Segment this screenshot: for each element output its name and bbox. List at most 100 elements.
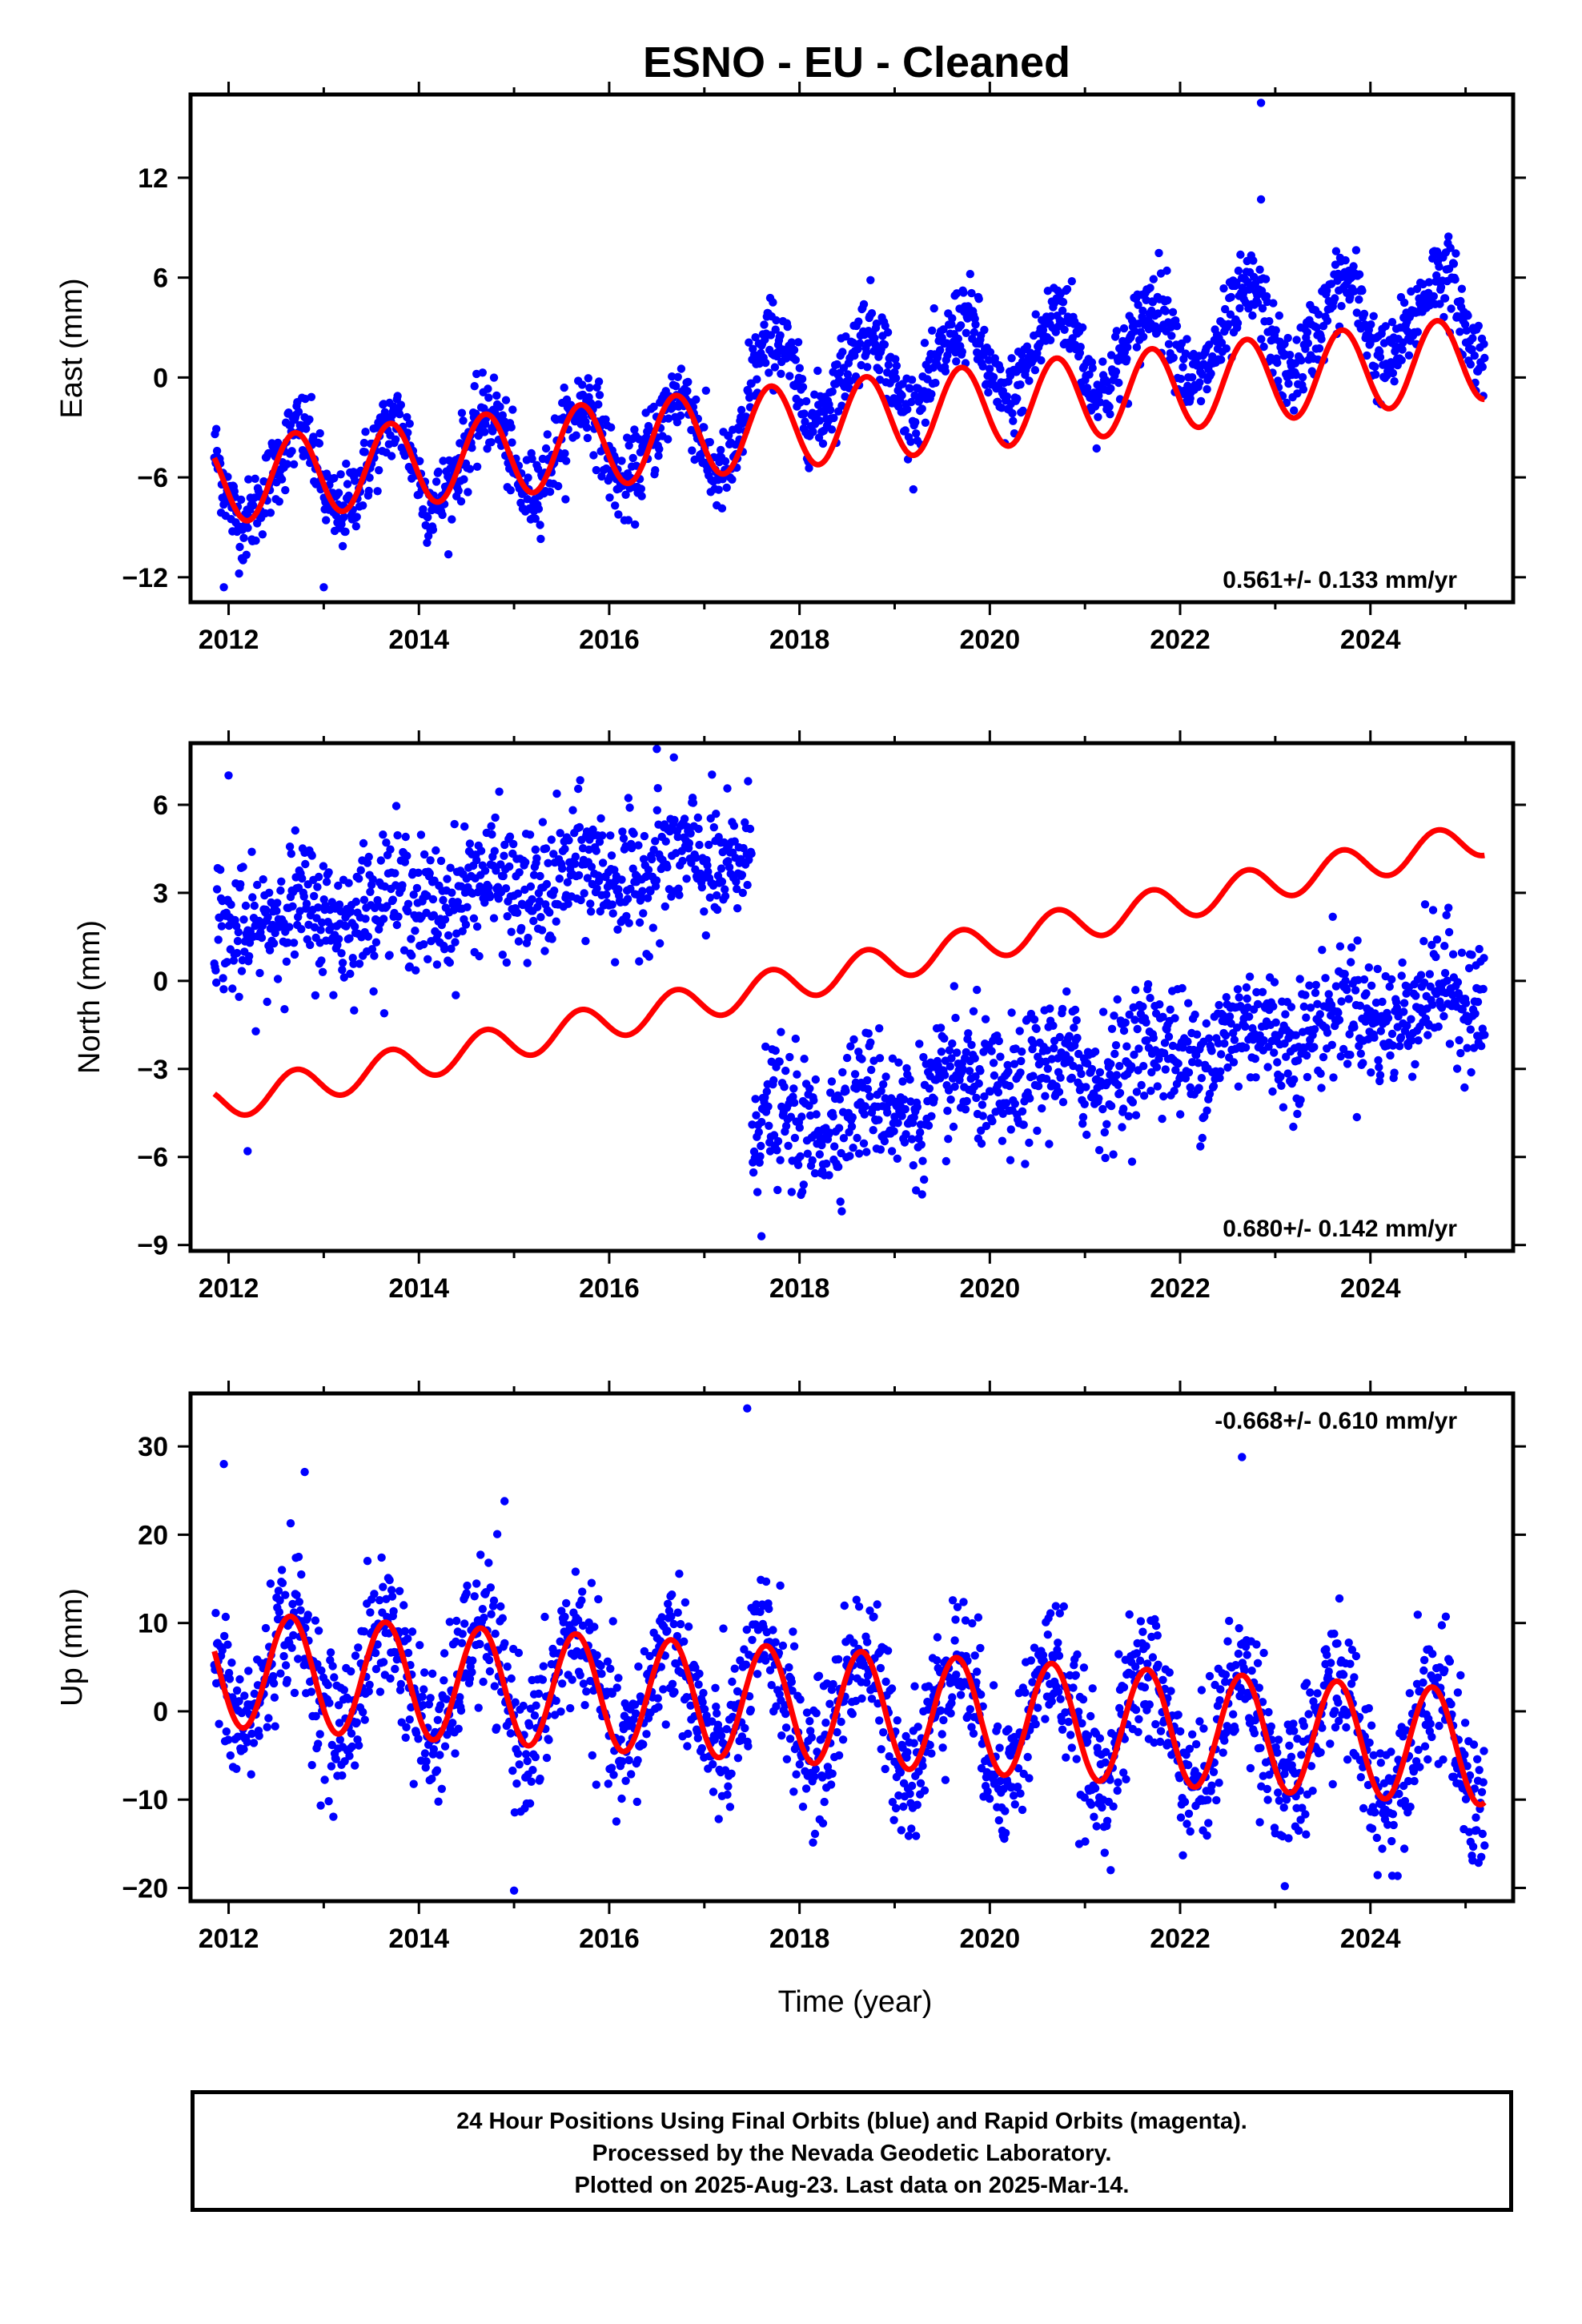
data-point	[944, 1135, 953, 1144]
data-point	[1479, 984, 1488, 994]
data-point	[1337, 997, 1346, 1006]
series-points	[210, 745, 1489, 1240]
data-point	[400, 858, 409, 866]
data-point	[618, 827, 627, 836]
data-point	[1234, 266, 1243, 275]
data-point	[529, 916, 538, 926]
data-point	[545, 908, 554, 917]
data-point	[289, 939, 299, 947]
data-point	[1351, 246, 1361, 255]
data-point	[1375, 1071, 1385, 1080]
data-point	[920, 1175, 929, 1184]
data-point	[314, 1739, 323, 1748]
x-tick-label: 2016	[579, 1273, 640, 1304]
data-point	[1015, 1027, 1024, 1035]
data-point	[796, 1695, 805, 1704]
data-point	[368, 875, 377, 884]
data-point	[1154, 248, 1163, 258]
outlier-point	[219, 583, 228, 592]
data-point	[881, 1072, 890, 1081]
data-point	[827, 425, 837, 434]
data-point	[1109, 1150, 1118, 1159]
data-point	[1031, 310, 1040, 319]
data-point	[906, 437, 915, 446]
data-point	[343, 480, 352, 489]
data-point	[962, 1096, 971, 1106]
data-point	[392, 920, 401, 930]
data-point	[1427, 940, 1436, 950]
data-point	[489, 914, 499, 923]
data-point	[1242, 983, 1251, 992]
data-point	[345, 934, 354, 943]
data-point	[621, 490, 630, 499]
data-point	[416, 1641, 424, 1650]
data-point	[242, 550, 251, 559]
data-point	[434, 467, 443, 476]
data-point	[283, 460, 291, 468]
data-point	[1375, 352, 1385, 362]
data-point	[797, 375, 807, 384]
data-point	[251, 474, 259, 483]
data-point	[956, 321, 966, 330]
data-point	[1407, 1015, 1415, 1023]
data-point	[1161, 1065, 1170, 1074]
data-point	[212, 885, 222, 894]
data-point	[221, 1612, 231, 1622]
data-point	[212, 978, 221, 987]
data-point	[539, 1662, 548, 1671]
data-point	[428, 1669, 437, 1679]
data-point	[964, 1029, 973, 1038]
data-point	[897, 391, 906, 400]
data-point	[1259, 342, 1268, 352]
data-point	[338, 541, 347, 551]
data-point	[1407, 1072, 1417, 1081]
data-point	[259, 875, 267, 884]
data-point	[835, 1095, 845, 1104]
y-axis-label: North (mm)	[73, 920, 106, 1074]
data-point	[628, 864, 637, 873]
data-point	[797, 1187, 807, 1196]
data-point	[1249, 272, 1259, 281]
data-point	[1149, 275, 1158, 283]
data-point	[570, 859, 580, 868]
data-point	[646, 887, 655, 896]
data-point	[458, 927, 467, 936]
data-point	[962, 1047, 971, 1057]
data-point	[440, 1649, 449, 1658]
data-point	[1087, 1064, 1097, 1074]
data-point	[278, 1578, 287, 1588]
data-point	[1056, 1073, 1065, 1082]
data-point	[782, 1755, 792, 1763]
data-point	[595, 391, 604, 400]
data-point	[1042, 1075, 1051, 1084]
data-point	[440, 1742, 450, 1751]
data-point	[1474, 321, 1484, 331]
data-point	[631, 1709, 640, 1718]
x-tick-label: 2018	[769, 1273, 830, 1304]
data-point	[1283, 333, 1292, 343]
data-point	[1343, 1059, 1352, 1068]
data-point	[1077, 1069, 1086, 1079]
x-tick-label: 2014	[388, 625, 449, 655]
data-point	[1119, 324, 1129, 333]
data-point	[487, 822, 496, 830]
data-point	[1160, 1039, 1170, 1047]
data-point	[220, 1631, 229, 1641]
data-point	[1293, 389, 1302, 398]
data-point	[802, 1708, 812, 1717]
x-tick-label: 2012	[199, 1273, 259, 1304]
data-point	[592, 846, 600, 855]
data-point	[1351, 986, 1360, 995]
data-point	[672, 382, 681, 391]
data-point	[875, 1054, 885, 1063]
data-point	[700, 907, 709, 916]
data-point	[1414, 1036, 1423, 1045]
data-point	[1346, 1051, 1355, 1059]
data-point	[841, 1087, 850, 1096]
data-point	[916, 1779, 926, 1787]
data-point	[1387, 1029, 1397, 1039]
data-point	[485, 893, 495, 902]
data-point	[1236, 250, 1245, 259]
data-point	[560, 1612, 569, 1622]
data-point	[359, 1707, 367, 1717]
